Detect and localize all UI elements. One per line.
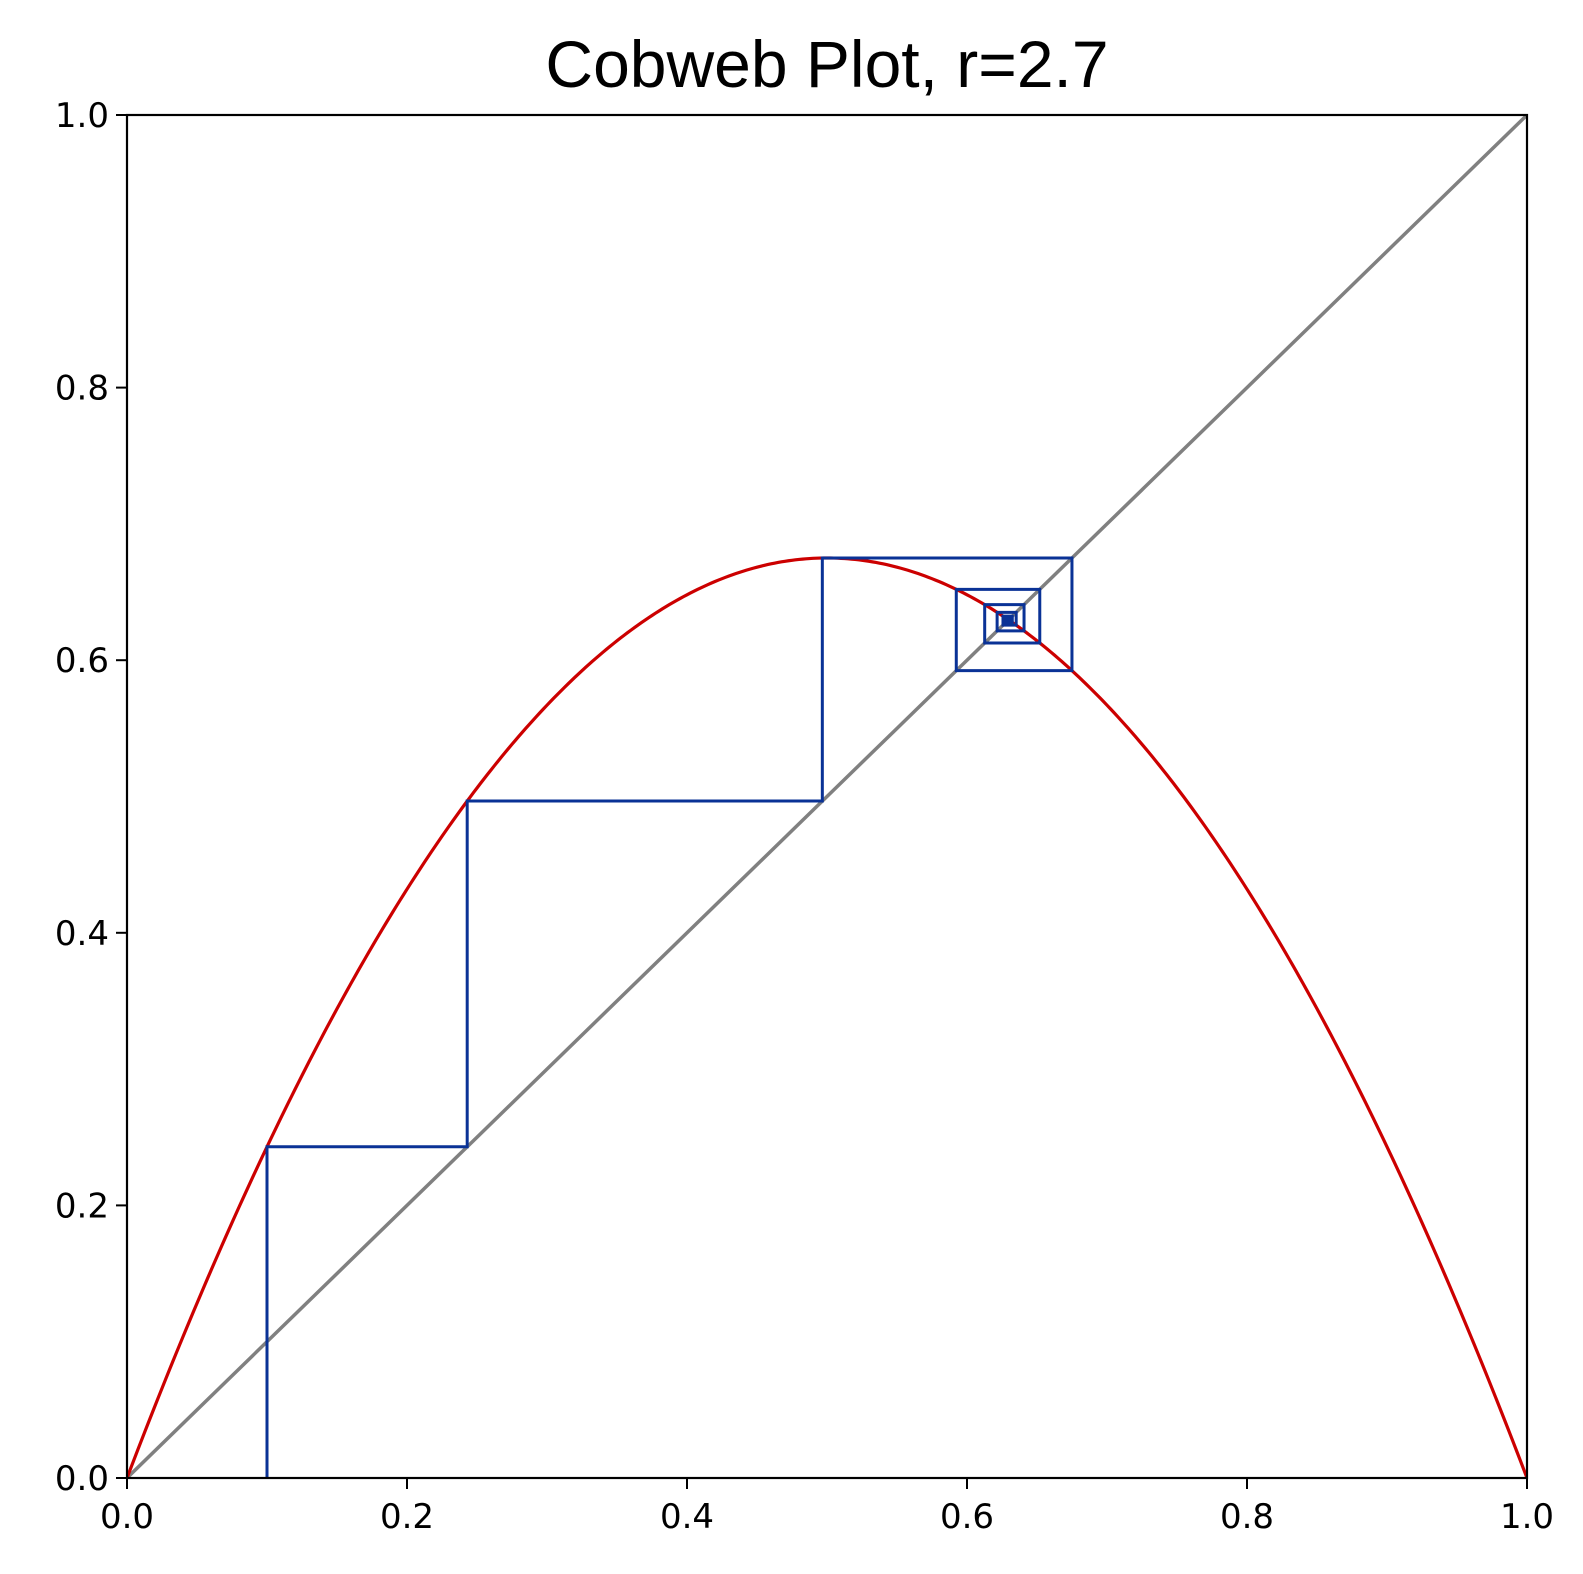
x-tick-label: 0.2 — [380, 1497, 434, 1537]
chart-title: Cobweb Plot, r=2.7 — [545, 27, 1108, 101]
x-tick-label: 0.4 — [660, 1497, 714, 1537]
identity-line — [127, 115, 1527, 1478]
y-tick-label: 0.4 — [55, 914, 109, 954]
cobweb-path — [265, 556, 1074, 1478]
y-tick-label: 0.0 — [55, 1459, 109, 1499]
y-tick-label: 0.2 — [55, 1186, 109, 1226]
axes: 0.0 0.2 0.4 0.6 0.8 1.0 0.0 0.2 0.4 0.6 0.8 1.0 — [55, 96, 1554, 1537]
x-tick-label: 1.0 — [1500, 1497, 1554, 1537]
axes-frame — [125, 113, 1529, 1480]
x-tick-label: 0.6 — [940, 1497, 994, 1537]
x-tick-label: 0.0 — [100, 1497, 154, 1537]
series-group — [127, 115, 1527, 1478]
y-tick-label: 0.8 — [55, 369, 109, 409]
x-tick-label: 0.8 — [1220, 1497, 1274, 1537]
plot-area — [127, 115, 1527, 1478]
logistic-map-curve — [127, 556, 1527, 1478]
y-tick-label: 1.0 — [55, 96, 109, 136]
y-tick-label: 0.6 — [55, 641, 109, 681]
